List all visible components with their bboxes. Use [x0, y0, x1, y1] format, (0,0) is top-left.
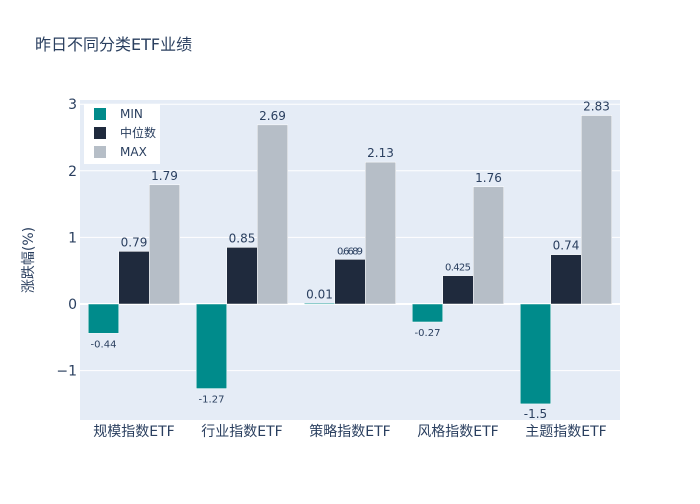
- y-axis-ticks: −1 0 1 2 3: [56, 97, 77, 379]
- data-label: 0.425: [445, 263, 471, 274]
- data-label: -1.27: [199, 395, 225, 406]
- x-tick-label: 行业指数ETF: [201, 424, 282, 440]
- bar-中位数-策略指数ETF[interactable]: [334, 259, 366, 305]
- data-label: 0.6689: [337, 246, 363, 257]
- bar-MAX-主题指数ETF[interactable]: [581, 115, 612, 305]
- bar-中位数-主题指数ETF[interactable]: [550, 254, 582, 305]
- bar-MIN-风格指数ETF[interactable]: [412, 303, 443, 323]
- bar-MIN-行业指数ETF[interactable]: [196, 303, 227, 389]
- bar-中位数-行业指数ETF[interactable]: [226, 247, 258, 305]
- data-label: 0.79: [121, 235, 148, 249]
- y-tick-label: −1: [56, 364, 77, 380]
- bar-MAX-风格指数ETF[interactable]: [473, 186, 504, 305]
- legend-label[interactable]: MIN: [120, 107, 143, 121]
- bar-MAX-规模指数ETF[interactable]: [149, 184, 180, 305]
- data-label: -0.44: [91, 339, 117, 350]
- chart-title: 昨日不同分类ETF业绩: [35, 35, 192, 54]
- data-label: 2.83: [583, 100, 610, 114]
- legend-swatch-中位数[interactable]: [94, 127, 106, 139]
- data-label: 1.76: [475, 171, 502, 185]
- data-label: 2.69: [259, 109, 286, 123]
- data-label: -1.5: [524, 407, 547, 421]
- y-tick-label: 1: [68, 230, 77, 246]
- legend-swatch-MAX[interactable]: [94, 146, 106, 158]
- bar-MIN-主题指数ETF[interactable]: [520, 303, 551, 405]
- bar-MIN-规模指数ETF[interactable]: [88, 303, 119, 334]
- y-tick-label: 3: [68, 97, 77, 113]
- legend-swatch-MIN[interactable]: [94, 108, 106, 120]
- legend-label[interactable]: 中位数: [120, 125, 156, 140]
- data-label: 2.13: [367, 146, 394, 160]
- x-tick-label: 策略指数ETF: [309, 423, 390, 440]
- bar-中位数-风格指数ETF[interactable]: [442, 275, 474, 305]
- bar-MIN-策略指数ETF[interactable]: [304, 303, 335, 305]
- x-axis-ticks: 规模指数ETF 行业指数ETF 策略指数ETF 风格指数ETF 主题指数ETF: [93, 423, 606, 440]
- data-label: -0.27: [415, 328, 441, 339]
- data-label: 1.79: [151, 169, 178, 183]
- y-tick-label: 0: [68, 297, 77, 313]
- data-label: 0.85: [229, 231, 256, 245]
- legend-label[interactable]: MAX: [120, 145, 147, 159]
- x-tick-label: 规模指数ETF: [93, 424, 174, 440]
- bar-MAX-行业指数ETF[interactable]: [257, 124, 288, 305]
- bar-中位数-规模指数ETF[interactable]: [118, 251, 150, 305]
- x-tick-label: 风格指数ETF: [417, 424, 498, 440]
- bar-MAX-策略指数ETF[interactable]: [365, 161, 396, 305]
- y-tick-label: 2: [68, 164, 77, 180]
- legend[interactable]: MIN 中位数 MAX: [84, 104, 160, 164]
- y-axis-title: 涨跌幅(%): [21, 227, 37, 293]
- data-labels: -0.44 0.79 1.79 -1.27 0.85 2.69 0.01 0.6689 2.13…: [91, 100, 610, 421]
- x-tick-label: 主题指数ETF: [525, 424, 606, 440]
- data-label: 0.74: [553, 239, 580, 253]
- data-label: 0.01: [306, 287, 333, 301]
- bars: [88, 115, 612, 405]
